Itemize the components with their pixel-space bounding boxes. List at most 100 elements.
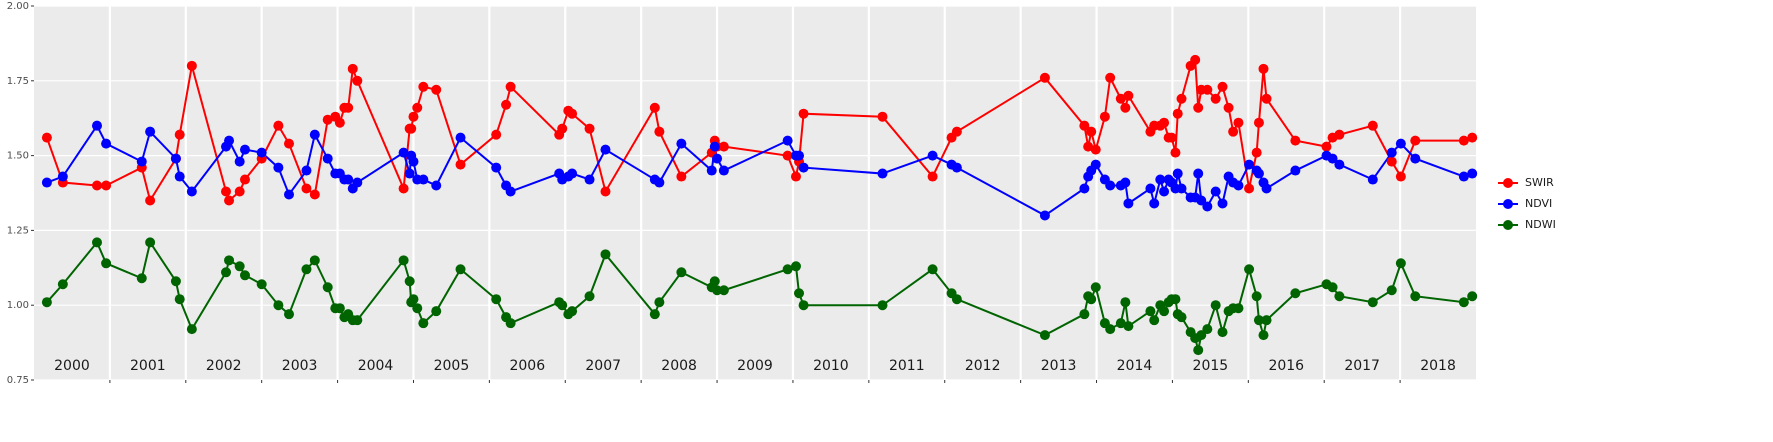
point <box>951 126 962 137</box>
point <box>408 111 419 122</box>
point <box>1172 108 1183 119</box>
point <box>221 186 232 197</box>
point <box>491 294 502 305</box>
point <box>1159 306 1170 317</box>
point <box>676 267 687 278</box>
point <box>1115 93 1126 104</box>
legend-key-point <box>1503 199 1513 209</box>
point <box>1202 324 1213 335</box>
point <box>654 297 665 308</box>
point <box>91 180 102 191</box>
point <box>455 132 466 143</box>
point <box>1253 315 1264 326</box>
point <box>1105 180 1116 191</box>
point <box>1172 168 1183 179</box>
legend-label: NDVI <box>1525 197 1552 210</box>
point <box>41 297 52 308</box>
point <box>709 276 720 287</box>
point <box>718 165 729 176</box>
point <box>1290 165 1301 176</box>
point <box>501 99 512 110</box>
point <box>1410 135 1421 146</box>
point <box>408 294 419 305</box>
point <box>676 138 687 149</box>
x-tick-label: 2012 <box>965 358 1001 374</box>
point <box>1155 174 1166 185</box>
point <box>1145 306 1156 317</box>
point <box>1099 111 1110 122</box>
point <box>239 144 250 155</box>
point <box>322 282 333 293</box>
x-tick-label: 2010 <box>813 358 849 374</box>
x-tick-label: 2002 <box>206 358 242 374</box>
point <box>284 138 295 149</box>
point <box>1039 330 1050 341</box>
point <box>1395 258 1406 269</box>
point <box>174 294 185 305</box>
x-tick-label: 2017 <box>1344 358 1380 374</box>
point <box>1334 291 1345 302</box>
point <box>343 174 354 185</box>
point <box>239 270 250 281</box>
point <box>1193 102 1204 113</box>
point <box>1123 198 1134 209</box>
point <box>284 309 295 320</box>
point <box>57 279 68 290</box>
point <box>1079 120 1090 131</box>
point <box>284 189 295 200</box>
point <box>1395 138 1406 149</box>
point <box>1233 117 1244 128</box>
point <box>1193 168 1204 179</box>
point <box>91 237 102 248</box>
point <box>431 180 442 191</box>
point <box>174 129 185 140</box>
point <box>398 255 409 266</box>
point <box>1123 90 1134 101</box>
point <box>600 186 611 197</box>
point <box>145 237 156 248</box>
point <box>1149 315 1160 326</box>
point <box>57 171 68 182</box>
point <box>877 111 888 122</box>
point <box>1039 210 1050 221</box>
point <box>273 300 284 311</box>
point <box>1244 183 1255 194</box>
point <box>309 189 320 200</box>
point <box>557 123 568 134</box>
point <box>491 129 502 140</box>
point <box>1410 291 1421 302</box>
point <box>408 156 419 167</box>
point <box>1120 297 1131 308</box>
point <box>927 171 938 182</box>
point <box>224 255 235 266</box>
x-tick-label: 2000 <box>54 358 90 374</box>
point <box>782 150 793 161</box>
point <box>418 81 429 92</box>
point <box>1159 117 1170 128</box>
point <box>649 309 660 320</box>
point <box>798 300 809 311</box>
point <box>1253 117 1264 128</box>
point <box>412 303 423 314</box>
point <box>1467 291 1478 302</box>
point <box>1120 102 1131 113</box>
point <box>505 81 516 92</box>
point <box>1410 153 1421 164</box>
point <box>505 318 516 329</box>
point <box>1244 159 1255 170</box>
point <box>322 153 333 164</box>
point <box>798 162 809 173</box>
point <box>1321 141 1332 152</box>
panel <box>34 6 1476 380</box>
point <box>1086 126 1097 137</box>
point <box>301 183 312 194</box>
point <box>584 174 595 185</box>
point <box>101 180 112 191</box>
point <box>1386 285 1397 296</box>
point <box>1458 297 1469 308</box>
point <box>1159 186 1170 197</box>
x-tick-label: 2001 <box>130 358 166 374</box>
point <box>91 120 102 131</box>
legend-key-point <box>1503 220 1513 230</box>
point <box>221 267 232 278</box>
